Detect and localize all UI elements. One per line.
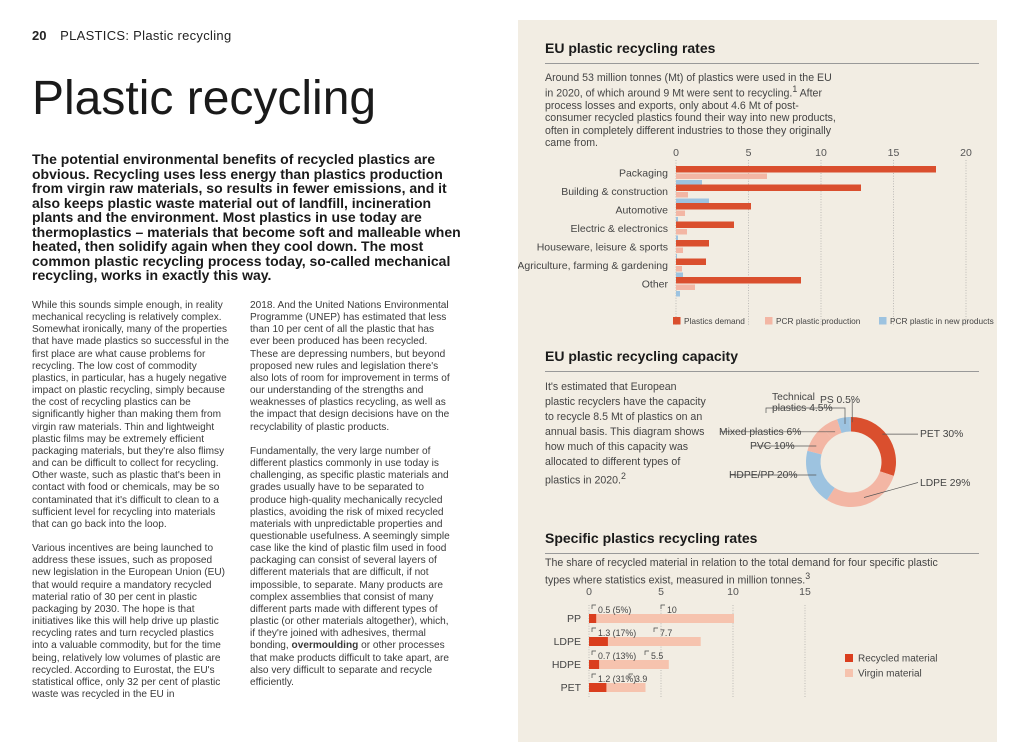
svg-text:HDPE: HDPE	[552, 659, 581, 671]
svg-text:1.2 (31%): 1.2 (31%)	[598, 674, 636, 684]
svg-text:5.5: 5.5	[651, 651, 663, 661]
svg-text:10: 10	[667, 605, 677, 615]
svg-text:Virgin material: Virgin material	[858, 669, 922, 680]
svg-text:3.9: 3.9	[635, 674, 647, 684]
svg-text:7.7: 7.7	[660, 628, 672, 638]
svg-text:Recycled material: Recycled material	[858, 654, 937, 665]
svg-text:0.5 (5%): 0.5 (5%)	[598, 605, 631, 615]
svg-text:1.3 (17%): 1.3 (17%)	[598, 628, 636, 638]
svg-text:LDPE: LDPE	[554, 636, 581, 648]
svg-text:0: 0	[586, 586, 592, 598]
svg-text:0.7 (13%): 0.7 (13%)	[598, 651, 636, 661]
svg-text:PP: PP	[567, 613, 581, 625]
svg-text:PET: PET	[561, 682, 582, 694]
svg-text:10: 10	[727, 586, 739, 598]
svg-text:15: 15	[799, 586, 811, 598]
svg-text:5: 5	[658, 586, 664, 598]
